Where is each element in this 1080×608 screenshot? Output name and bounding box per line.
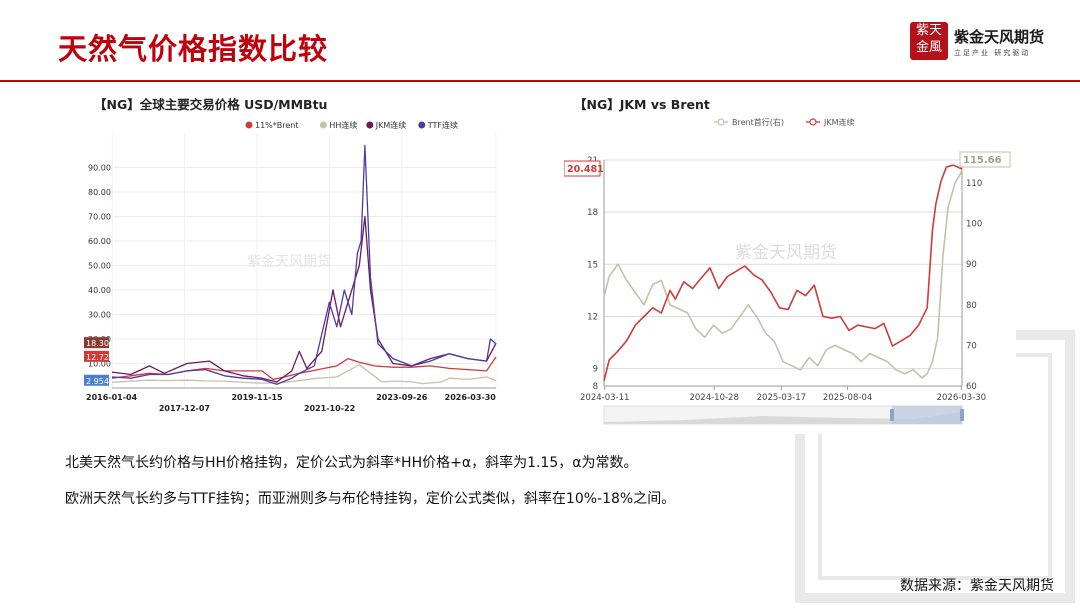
legend-marker-1 — [319, 121, 327, 129]
chart2-ytick-right-5: 110 — [966, 179, 982, 189]
chart1-lastvalue-2: 2.954 — [86, 377, 109, 386]
chart2-range-handle-left — [890, 409, 894, 421]
title-divider — [0, 80, 1080, 82]
chart1-series-0 — [111, 356, 497, 381]
chart1-series-2 — [111, 215, 497, 383]
data-source: 数据来源：紫金天风期货 — [900, 578, 1054, 594]
chart1-ytick-6: 70.00 — [88, 213, 111, 222]
chart1-title: 【NG】全球主要交易价格 USD/MMBtu — [94, 97, 328, 112]
seal-text-0: 紫天 — [915, 23, 942, 38]
chart2-ytick-right-0: 60 — [966, 382, 977, 392]
chart2-ytick-left-4: 18 — [587, 208, 598, 218]
legend2-marker-1 — [809, 118, 817, 126]
chart1-ytick-0: 10.00 — [88, 360, 111, 369]
chart1-series-1 — [111, 364, 497, 385]
chart2-range-slider-preview — [604, 412, 962, 424]
chart2-ytick-left-0: 8 — [593, 382, 598, 392]
legend-marker-2 — [366, 121, 374, 129]
chart1-lastvalue-0: 18.30 — [86, 339, 109, 348]
chart1-lastvalue-box-1 — [84, 350, 109, 362]
chart1-ytick-7: 80.00 — [88, 188, 111, 197]
chart1-series-3 — [111, 144, 497, 385]
legend2-label-1: JKM连续 — [823, 117, 855, 127]
chart2-xtick-1: 2024-10-28 — [689, 393, 738, 403]
chart2-ytick-right-4: 100 — [966, 220, 982, 230]
chart1-xtick-upper-0: 2016-01-04 — [86, 393, 138, 402]
chart1-ytick-2: 30.00 — [88, 311, 111, 320]
brand-name: 紫金天风期货 — [954, 28, 1045, 46]
chart2-xtick-3: 2025-08-04 — [823, 393, 872, 403]
legend-label-2: JKM连续 — [375, 120, 407, 130]
brand-slogan: 立足产业 研究驱动 — [954, 49, 1031, 57]
chart1-ytick-4: 50.00 — [88, 262, 111, 271]
legend2-label-0: Brent首行(右) — [732, 117, 784, 127]
chart2-range-handle-right — [960, 409, 964, 421]
chart1-lastvalue-1: 12.72 — [86, 353, 109, 362]
body-line-1: 北美天然气长约价格与HH价格挂钩，定价公式为斜率*HH价格+α，斜率为1.15，… — [65, 455, 638, 471]
jkm-brent-chart: Brent首行(右)JKM连续891215182160708090100110紫… — [564, 117, 1011, 425]
chart1-ytick-5: 60.00 — [88, 237, 111, 246]
chart2-xtick-0: 2024-03-11 — [580, 393, 629, 403]
global-prices-chart-panel: 【NG】全球主要交易价格 USD/MMBtu 11%*Brent HH连续 JKM连… — [84, 88, 504, 414]
chart1-xtick-lower-0: 2017-12-07 — [159, 404, 210, 413]
chart2-xtick-2: 2025-03-17 — [757, 393, 806, 403]
page-title: 天然气价格指数比较 — [58, 32, 329, 66]
chart1-xtick-lower-1: 2021-10-22 — [304, 404, 355, 413]
legend-marker-3 — [418, 121, 426, 129]
chart2-lastvalue-left-box — [564, 160, 601, 177]
body-line-2: 欧洲天然气长约多与TTF挂钩；而亚洲则多与布伦特挂钩，定价公式类似，斜率在10%… — [65, 491, 676, 507]
legend-marker-0 — [245, 121, 253, 129]
chart2-lastvalue-left: 20.481 — [567, 164, 604, 175]
chart2-ytick-right-3: 90 — [966, 260, 977, 270]
seal-text-1: 金風 — [915, 40, 942, 55]
legend-label-0: 11%*Brent — [255, 121, 299, 130]
legend-label-3: TTF连续 — [427, 120, 458, 130]
chart1-lastvalue-box-0 — [84, 337, 109, 349]
chart2-series-1 — [603, 170, 963, 379]
chart1-ytick-8: 90.00 — [88, 164, 111, 173]
chart2-ytick-left-1: 9 — [593, 365, 598, 375]
legend2-marker-0 — [717, 118, 725, 126]
global-prices-chart: 11%*BrentHH连续JKM连续TTF连续10.0020.0030.0040… — [84, 120, 497, 413]
chart1-lastvalue-box-2 — [84, 374, 109, 386]
company-logo: 紫天金風 紫金天风期货 立足产业 研究驱动 — [910, 22, 1070, 70]
chart1-watermark: 紫金天风期货 — [247, 253, 331, 270]
chart2-xtick-4: 2026-03-30 — [937, 393, 986, 403]
chart1-xtick-upper-1: 2019-11-15 — [231, 393, 283, 402]
jkm-brent-chart-panel: 【NG】JKM vs Brent Brent首行(右) JKM连续 8 9 12 15 18… — [564, 88, 1016, 434]
chart1-xtick-upper-2: 2023-09-26 — [376, 393, 428, 402]
chart2-watermark: 紫金天风期货 — [735, 243, 837, 263]
chart2-series-0 — [603, 164, 963, 381]
chart2-range-slider-window — [892, 406, 962, 424]
chart2-lastvalue-right-box — [959, 151, 1011, 168]
chart2-ytick-right-2: 80 — [966, 301, 977, 311]
chart2-ytick-right-1: 70 — [966, 341, 977, 351]
chart2-ytick-left-2: 12 — [587, 312, 598, 322]
seal-icon: 紫天 金風 — [910, 22, 948, 60]
chart2-title: 【NG】JKM vs Brent — [574, 97, 710, 112]
chart1-xtick-upper-3: 2026-03-30 — [445, 393, 497, 402]
chart1-ytick-3: 40.00 — [88, 286, 111, 295]
chart2-lastvalue-right: 115.66 — [963, 155, 1002, 166]
legend-label-1: HH连续 — [329, 120, 357, 130]
chart2-ytick-left-3: 15 — [587, 260, 598, 270]
